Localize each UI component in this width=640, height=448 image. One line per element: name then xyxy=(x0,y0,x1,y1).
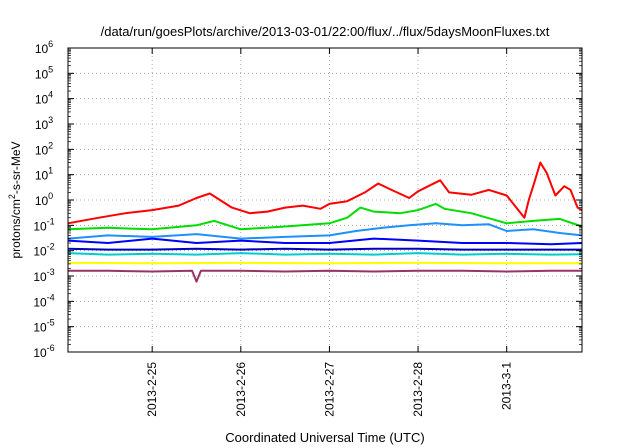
x-tick-label: 2013-2-25 xyxy=(145,362,159,417)
series-lines xyxy=(67,161,583,283)
y-axis-ticks: 106 105 104 103 102 101 100 10-1 10-2 10-3 10-4 10-… xyxy=(33,39,582,360)
x-tick-label: 2013-3-1 xyxy=(500,362,514,410)
y-tick-label: 100 xyxy=(35,191,53,208)
x-axis-label: Coordinated Universal Time (UTC) xyxy=(225,430,424,445)
x-axis-ticks: 2013-2-25 2013-2-26 2013-2-27 2013-2-28 2013… xyxy=(145,48,514,417)
series-line-8 xyxy=(68,269,582,283)
series-line-4 xyxy=(67,237,583,246)
y-tick-label: 104 xyxy=(35,90,53,107)
y-tick-label: 106 xyxy=(35,39,53,56)
series-line-6 xyxy=(67,252,583,256)
x-tick-label: 2013-2-27 xyxy=(322,362,336,417)
series-line-5 xyxy=(67,247,582,251)
y-tick-label: 101 xyxy=(35,166,53,183)
x-tick-label: 2013-2-26 xyxy=(234,362,248,417)
series-line-3 xyxy=(67,222,583,240)
series-line-1 xyxy=(67,161,583,225)
y-axis-label: protons/cm2-s-sr-MeV xyxy=(7,141,23,258)
y-tick-label: 10-6 xyxy=(33,343,54,360)
y-tick-label: 103 xyxy=(35,115,53,132)
y-label-main: protons/cm xyxy=(9,199,23,258)
y-tick-label: 10-3 xyxy=(33,267,54,284)
y-tick-label: 10-2 xyxy=(33,242,54,259)
y-tick-label: 10-5 xyxy=(33,318,54,335)
y-label-rest: -s-sr-MeV xyxy=(9,141,23,194)
series-line-2 xyxy=(67,202,583,231)
y-tick-label: 105 xyxy=(35,64,53,81)
grid xyxy=(68,48,582,352)
y-tick-label: 102 xyxy=(35,140,53,157)
y-tick-label: 10-1 xyxy=(33,216,54,233)
y-label-sup: 2 xyxy=(7,194,17,199)
chart-title: /data/run/goesPlots/archive/2013-03-01/2… xyxy=(101,24,550,39)
x-tick-label: 2013-2-28 xyxy=(411,362,425,417)
y-tick-label: 10-4 xyxy=(33,292,54,309)
